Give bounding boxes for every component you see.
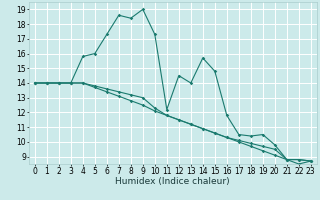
X-axis label: Humidex (Indice chaleur): Humidex (Indice chaleur) bbox=[116, 177, 230, 186]
